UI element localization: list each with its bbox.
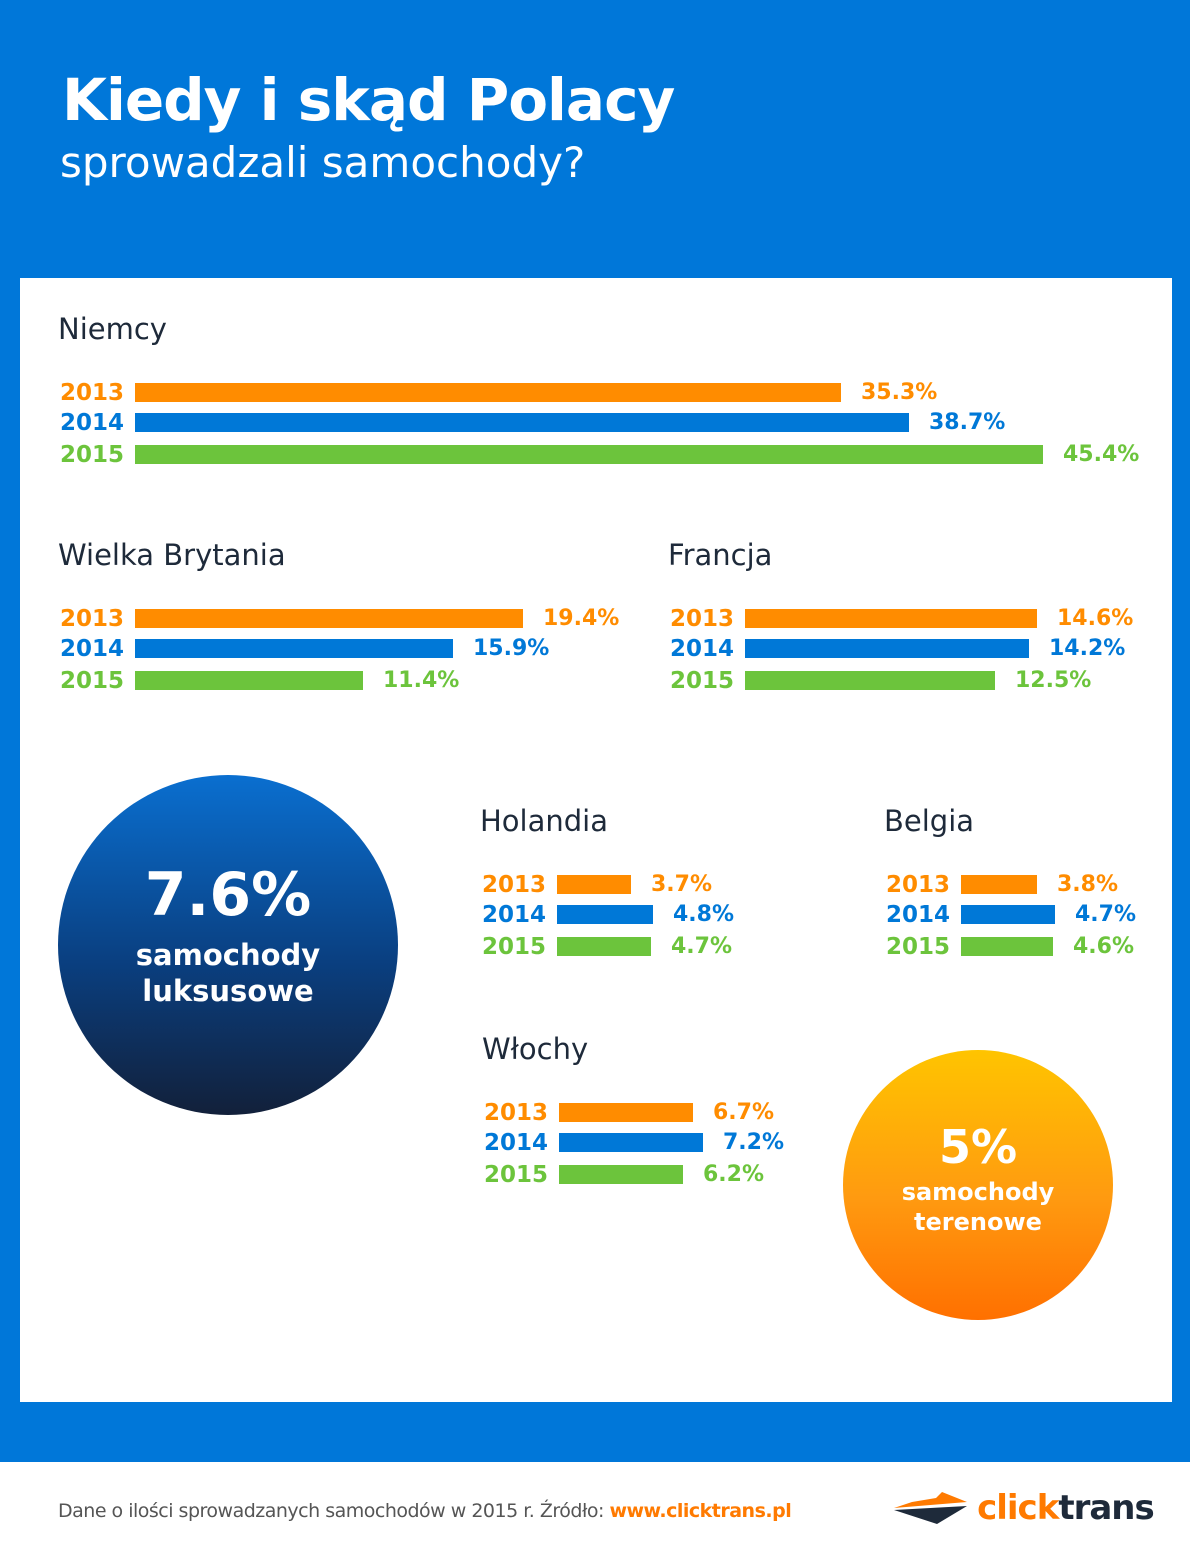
value-label: 3.8% [1057,872,1119,897]
value-label: 6.2% [703,1162,765,1187]
bar-2014 [557,905,653,924]
year-label: 2015 [60,442,125,468]
bar-2014 [135,639,453,658]
luxury-value: 7.6% [144,860,312,930]
year-label: 2014 [60,636,125,662]
bar-2014 [559,1133,703,1152]
value-label: 12.5% [1015,668,1092,693]
value-label: 6.7% [713,1100,775,1125]
bar-2014 [961,905,1055,924]
value-label: 38.7% [929,410,1006,435]
group-title: Francja [668,538,773,572]
year-label: 2015 [886,934,951,960]
group-title: Holandia [480,804,608,838]
year-label: 2013 [886,872,951,898]
source-link[interactable]: www.clicktrans.pl [609,1500,792,1522]
bar-2015 [745,671,995,690]
year-label: 2014 [484,1130,549,1156]
bar-2013 [745,609,1037,628]
value-label: 35.3% [861,380,938,405]
luxury-cars-callout: 7.6% samochody luksusowe [58,775,398,1115]
bar-2013 [961,875,1037,894]
year-label: 2015 [60,668,125,694]
bar-2013 [135,383,841,402]
year-label: 2013 [484,1100,549,1126]
footer [0,1462,1190,1552]
luxury-label-1: samochody [135,938,321,972]
group-title: Belgia [884,804,975,838]
group-title: Wielka Brytania [58,538,286,572]
bar-2014 [135,413,909,432]
source-text: Dane o ilości sprowadzanych samochodów w… [58,1500,610,1522]
year-label: 2014 [482,902,547,928]
year-label: 2015 [670,668,735,694]
source-note: Dane o ilości sprowadzanych samochodów w… [58,1500,792,1522]
bar-2013 [135,609,523,628]
value-label: 45.4% [1063,442,1140,467]
value-label: 11.4% [383,668,460,693]
bar-2013 [557,875,631,894]
luxury-label-2: luksusowe [142,974,314,1008]
bar-2015 [135,671,363,690]
year-label: 2014 [670,636,735,662]
value-label: 4.7% [671,934,733,959]
year-label: 2013 [60,606,125,632]
value-label: 7.2% [723,1130,785,1155]
group-title: Włochy [482,1032,589,1066]
offroad-label-2: terenowe [914,1208,1042,1236]
offroad-cars-callout: 5% samochody terenowe [843,1050,1113,1320]
group-title: Niemcy [58,312,167,346]
offroad-label-1: samochody [901,1178,1055,1206]
year-label: 2015 [482,934,547,960]
value-label: 15.9% [473,636,550,661]
value-label: 14.2% [1049,636,1126,661]
year-label: 2013 [482,872,547,898]
offroad-value: 5% [938,1120,1018,1174]
bar-2014 [745,639,1029,658]
clicktrans-logo[interactable]: clicktrans [892,1488,1155,1532]
bar-2015 [559,1165,683,1184]
page-title: Kiedy i skąd Polacy [62,66,675,134]
year-label: 2014 [60,410,125,436]
year-label: 2014 [886,902,951,928]
value-label: 4.6% [1073,934,1135,959]
value-label: 4.7% [1075,902,1137,927]
year-label: 2015 [484,1162,549,1188]
value-label: 3.7% [651,872,713,897]
bar-2015 [557,937,651,956]
bar-2013 [559,1103,693,1122]
logo-plane-icon [894,1492,967,1524]
bar-2015 [961,937,1053,956]
bar-2015 [135,445,1043,464]
value-label: 4.8% [673,902,735,927]
year-label: 2013 [670,606,735,632]
value-label: 14.6% [1057,606,1134,631]
page-subtitle: sprowadzali samochody? [60,138,586,187]
year-label: 2013 [60,380,125,406]
value-label: 19.4% [543,606,620,631]
